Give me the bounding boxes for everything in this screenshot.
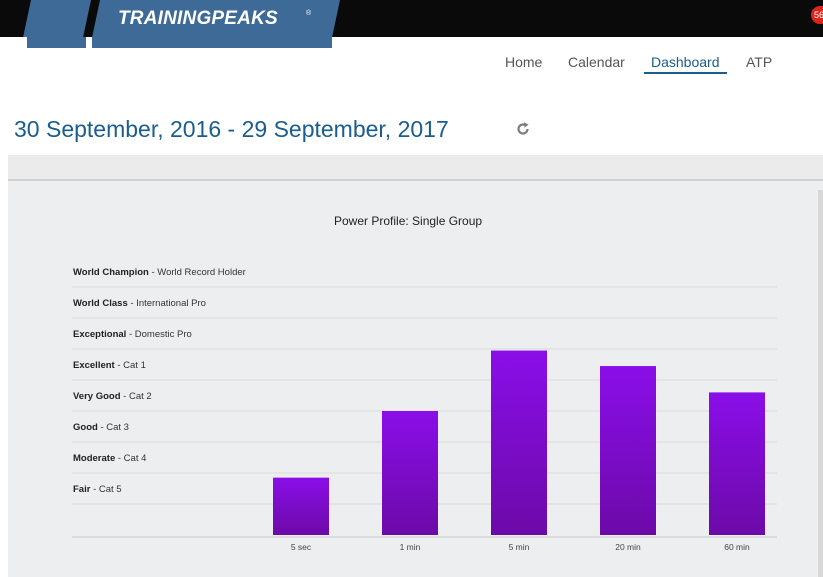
top-bar: TRAININGPEAKS ® 56 [0, 0, 823, 37]
nav-dashboard[interactable]: Dashboard [651, 54, 720, 70]
nav-calendar[interactable]: Calendar [568, 54, 625, 70]
chart-title: Power Profile: Single Group [334, 214, 483, 228]
x-tick-label: 1 min [400, 542, 421, 552]
date-range-title: 30 September, 2016 - 29 September, 2017 [14, 116, 449, 142]
x-tick-label: 5 min [509, 542, 530, 552]
bar-5-min[interactable] [491, 350, 547, 535]
level-label-good: Good - Cat 3 [73, 422, 129, 433]
logo-slab-left-foot [27, 37, 86, 48]
refresh-icon[interactable] [514, 120, 532, 138]
panel-scroll-edge [818, 190, 823, 577]
app-logo[interactable]: TRAININGPEAKS [118, 8, 278, 29]
level-label-world-champion: World Champion - World Record Holder [73, 267, 246, 278]
notification-badge[interactable]: 56 [811, 6, 823, 24]
nav-home[interactable]: Home [505, 54, 543, 70]
level-label-world-class: World Class - International Pro [73, 298, 206, 309]
level-label-fair: Fair - Cat 5 [73, 484, 122, 495]
bar-5-sec[interactable] [273, 477, 329, 535]
level-label-excellent: Excellent - Cat 1 [73, 360, 146, 371]
logo-trademark: ® [306, 10, 312, 17]
chart-panel-header [8, 155, 823, 181]
bar-1-min[interactable] [382, 411, 438, 535]
x-tick-label: 60 min [724, 542, 750, 552]
bar-20-min[interactable] [600, 366, 656, 535]
x-tick-label: 5 sec [291, 542, 312, 552]
logo-slab-main-foot [92, 37, 332, 48]
level-label-moderate: Moderate - Cat 4 [73, 453, 146, 464]
bar-60-min[interactable] [709, 392, 765, 535]
nav-atp[interactable]: ATP [746, 54, 773, 70]
nav-active-indicator [644, 72, 727, 74]
level-label-very-good: Very Good - Cat 2 [73, 391, 152, 402]
level-label-exceptional: Exceptional - Domestic Pro [73, 329, 192, 340]
x-tick-label: 20 min [615, 542, 641, 552]
